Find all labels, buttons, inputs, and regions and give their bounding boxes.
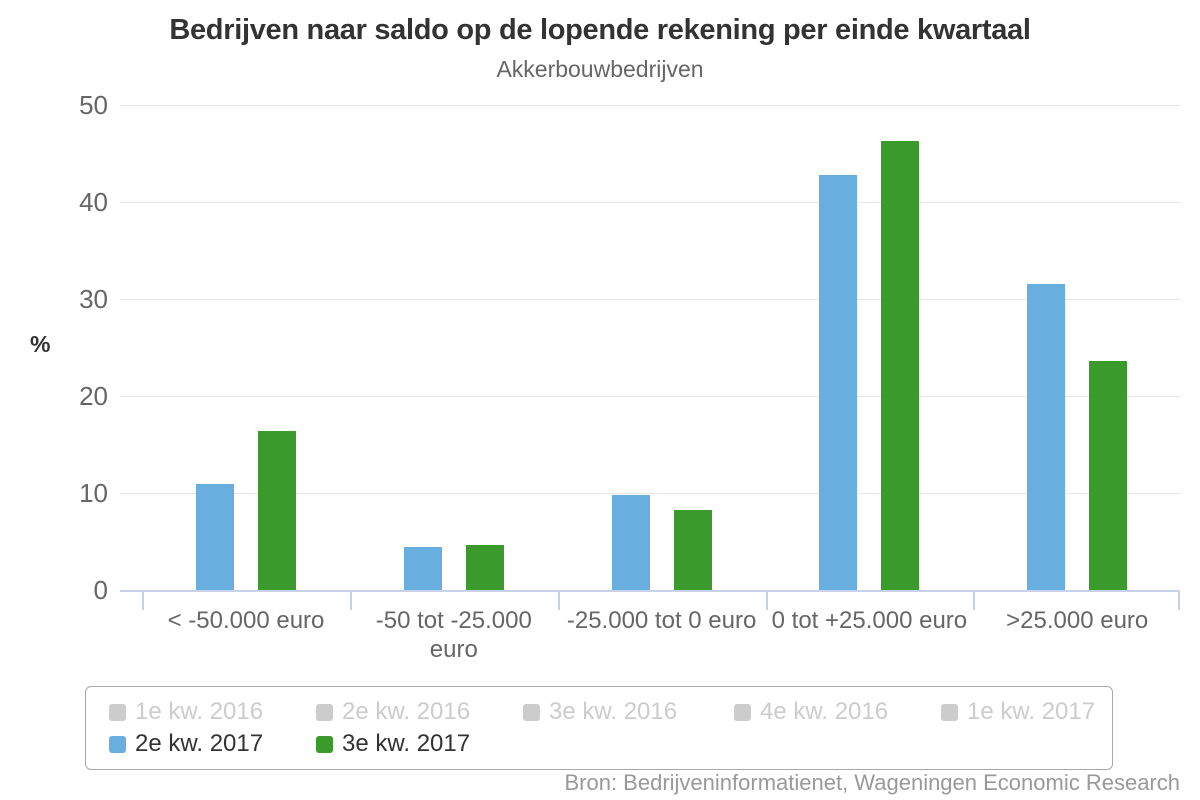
bar-2e-kw-2017[interactable] xyxy=(403,547,442,590)
x-axis-tick xyxy=(349,590,352,610)
legend-swatch xyxy=(941,703,958,721)
x-axis-tick xyxy=(1178,590,1180,610)
legend-item-label: 1e kw. 2016 xyxy=(135,698,264,725)
bar-3e-kw-2017[interactable] xyxy=(1089,361,1128,590)
bar-2e-kw-2017[interactable] xyxy=(196,484,234,590)
plot-area xyxy=(120,105,1180,590)
legend-swatch xyxy=(109,703,126,721)
bar-3e-kw-2017[interactable] xyxy=(881,140,920,590)
legend-swatch xyxy=(523,703,540,721)
bar-2e-kw-2017[interactable] xyxy=(1027,284,1066,590)
legend-item-label: 2e kw. 2017 xyxy=(135,730,264,757)
gridline xyxy=(120,396,1180,397)
legend-item-label: 4e kw. 2016 xyxy=(760,698,889,725)
chart-title: Bedrijven naar saldo op de lopende reken… xyxy=(169,14,1031,46)
x-axis-category-label: -50 tot -25.000 euro xyxy=(375,607,532,663)
x-axis-category-label: -25.000 tot 0 euro xyxy=(566,607,757,634)
gridline xyxy=(120,299,1180,300)
bar-2e-kw-2017[interactable] xyxy=(611,494,650,590)
y-axis-tick-label: 50 xyxy=(79,90,108,120)
credits-text: Bron: Bedrijveninformatienet, Wageningen… xyxy=(564,770,1180,795)
legend-item-label: 3e kw. 2017 xyxy=(342,730,471,757)
legend-item-1e-kw-2017[interactable]: 1e kw. 2017 xyxy=(941,700,1095,724)
x-axis-category-label: >25.000 euro xyxy=(1006,607,1149,634)
legend-item-3e-kw-2016[interactable]: 3e kw. 2016 xyxy=(523,700,677,724)
x-axis-tick xyxy=(557,590,560,610)
x-axis-line xyxy=(120,590,1180,592)
legend-item-3e-kw-2017[interactable]: 3e kw. 2017 xyxy=(316,732,470,756)
bar-2e-kw-2017[interactable] xyxy=(819,174,858,590)
y-axis-tick-label: 20 xyxy=(79,381,108,411)
gridline xyxy=(120,105,1180,106)
y-axis-tick-label: 10 xyxy=(79,478,108,508)
x-axis-tick xyxy=(973,590,976,610)
x-axis-tick xyxy=(765,590,768,610)
bar-3e-kw-2017[interactable] xyxy=(258,430,296,590)
x-axis-tick xyxy=(142,590,145,610)
legend-item-1e-kw-2016[interactable]: 1e kw. 2016 xyxy=(109,700,263,724)
legend-item-label: 3e kw. 2016 xyxy=(549,698,678,725)
y-axis-title: % xyxy=(30,331,51,357)
legend-item-label: 1e kw. 2017 xyxy=(967,698,1096,725)
legend-swatch xyxy=(734,703,751,721)
bar-3e-kw-2017[interactable] xyxy=(465,545,504,590)
legend-item-label: 2e kw. 2016 xyxy=(342,698,471,725)
y-axis-tick-label: 40 xyxy=(79,187,108,217)
legend-swatch xyxy=(316,703,333,721)
y-axis-tick-label: 0 xyxy=(93,575,108,605)
gridline xyxy=(120,202,1180,203)
legend-swatch xyxy=(316,735,333,753)
chart-subtitle: Akkerbouwbedrijven xyxy=(496,56,704,82)
gridline xyxy=(120,493,1180,494)
legend-item-2e-kw-2016[interactable]: 2e kw. 2016 xyxy=(316,700,470,724)
x-axis-category-label: 0 tot +25.000 euro xyxy=(771,607,968,634)
y-axis-tick-label: 30 xyxy=(79,284,108,314)
legend-item-4e-kw-2016[interactable]: 4e kw. 2016 xyxy=(734,700,888,724)
legend-swatch xyxy=(109,735,126,753)
bar-3e-kw-2017[interactable] xyxy=(673,509,712,590)
legend: 1e kw. 2016 2e kw. 2016 3e kw. 2016 4e kw. … xyxy=(85,686,1113,770)
legend-item-2e-kw-2017[interactable]: 2e kw. 2017 xyxy=(109,732,263,756)
x-axis-category-label: < -50.000 euro xyxy=(167,607,325,634)
